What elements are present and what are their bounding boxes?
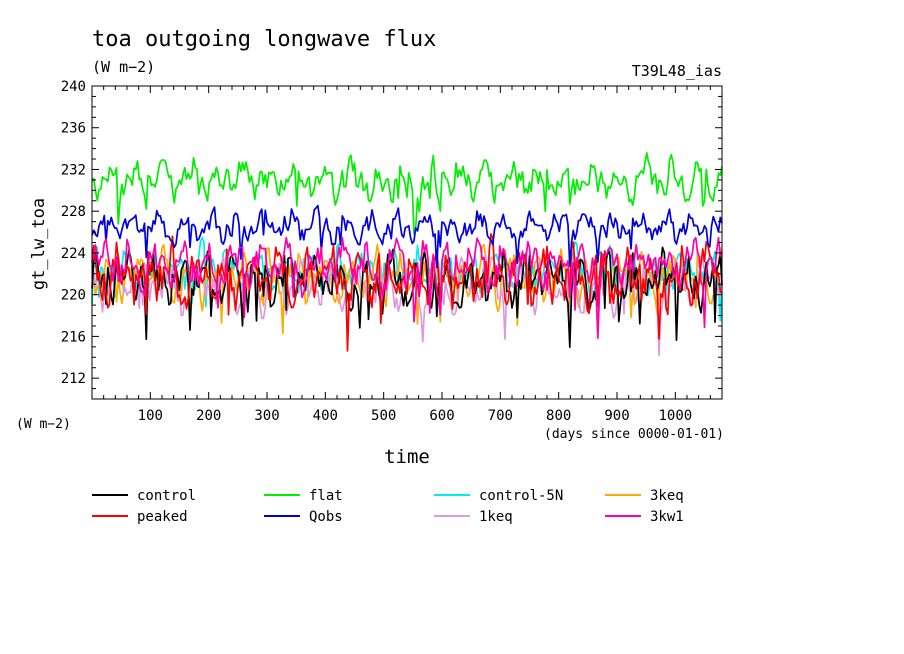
x-units-label: (days since 0000-01-01)	[544, 427, 724, 442]
x-axis-label: time	[384, 446, 430, 468]
y-tick-label: 236	[61, 121, 86, 137]
legend-label-control: control	[137, 488, 196, 504]
y-tick-label: 216	[61, 329, 86, 345]
x-tick-label: 300	[254, 408, 279, 424]
y-tick-label: 232	[61, 162, 86, 178]
series-line-flat	[91, 152, 723, 235]
series-line-peaked	[91, 233, 723, 352]
legend-label-peaked: peaked	[137, 509, 188, 525]
chart-title: toa outgoing longwave flux	[92, 27, 436, 52]
y-axis-label: gt_lw_toa	[29, 198, 49, 290]
legend-label-flat: flat	[309, 488, 343, 504]
legend-label-Qobs: Qobs	[309, 509, 343, 525]
x-tick-label: 800	[546, 408, 571, 424]
series-line-Qobs	[91, 204, 723, 269]
x-tick-label: 1000	[658, 408, 692, 424]
x-tick-label: 100	[138, 408, 163, 424]
legend-label-control-5N: control-5N	[479, 488, 563, 504]
y-tick-label: 224	[61, 246, 86, 262]
plot-frame	[91, 85, 723, 400]
chart-units: (W m−2)	[92, 58, 155, 76]
legend-label-3kw1: 3kw1	[650, 509, 684, 525]
series-line-3kw1	[91, 236, 723, 340]
x-tick-label: 600	[429, 408, 454, 424]
y-tick-label: 240	[61, 79, 86, 95]
y-units-label: (W m−2)	[16, 417, 71, 432]
y-tick-label: 212	[61, 371, 86, 387]
legend-label-1keq: 1keq	[479, 509, 513, 525]
x-tick-label: 200	[196, 408, 221, 424]
x-tick-label: 700	[488, 408, 513, 424]
legend: control peaked flat Qobs control-5N 1keq 3keq 3…	[92, 488, 684, 525]
series-layer	[91, 152, 723, 357]
experiment-label: T39L48_ias	[632, 62, 722, 80]
y-tick-label: 228	[61, 204, 86, 220]
y-axis: 212 216 220 224 228 232 236 240	[61, 79, 722, 390]
x-tick-label: 900	[604, 408, 629, 424]
x-axis: 100 200 300 400 500 600 700 800 900 1000	[103, 86, 711, 424]
legend-label-3keq: 3keq	[650, 488, 684, 504]
y-tick-label: 220	[61, 288, 86, 304]
x-tick-label: 500	[371, 408, 396, 424]
series-line-control	[91, 246, 723, 348]
x-tick-label: 400	[313, 408, 338, 424]
